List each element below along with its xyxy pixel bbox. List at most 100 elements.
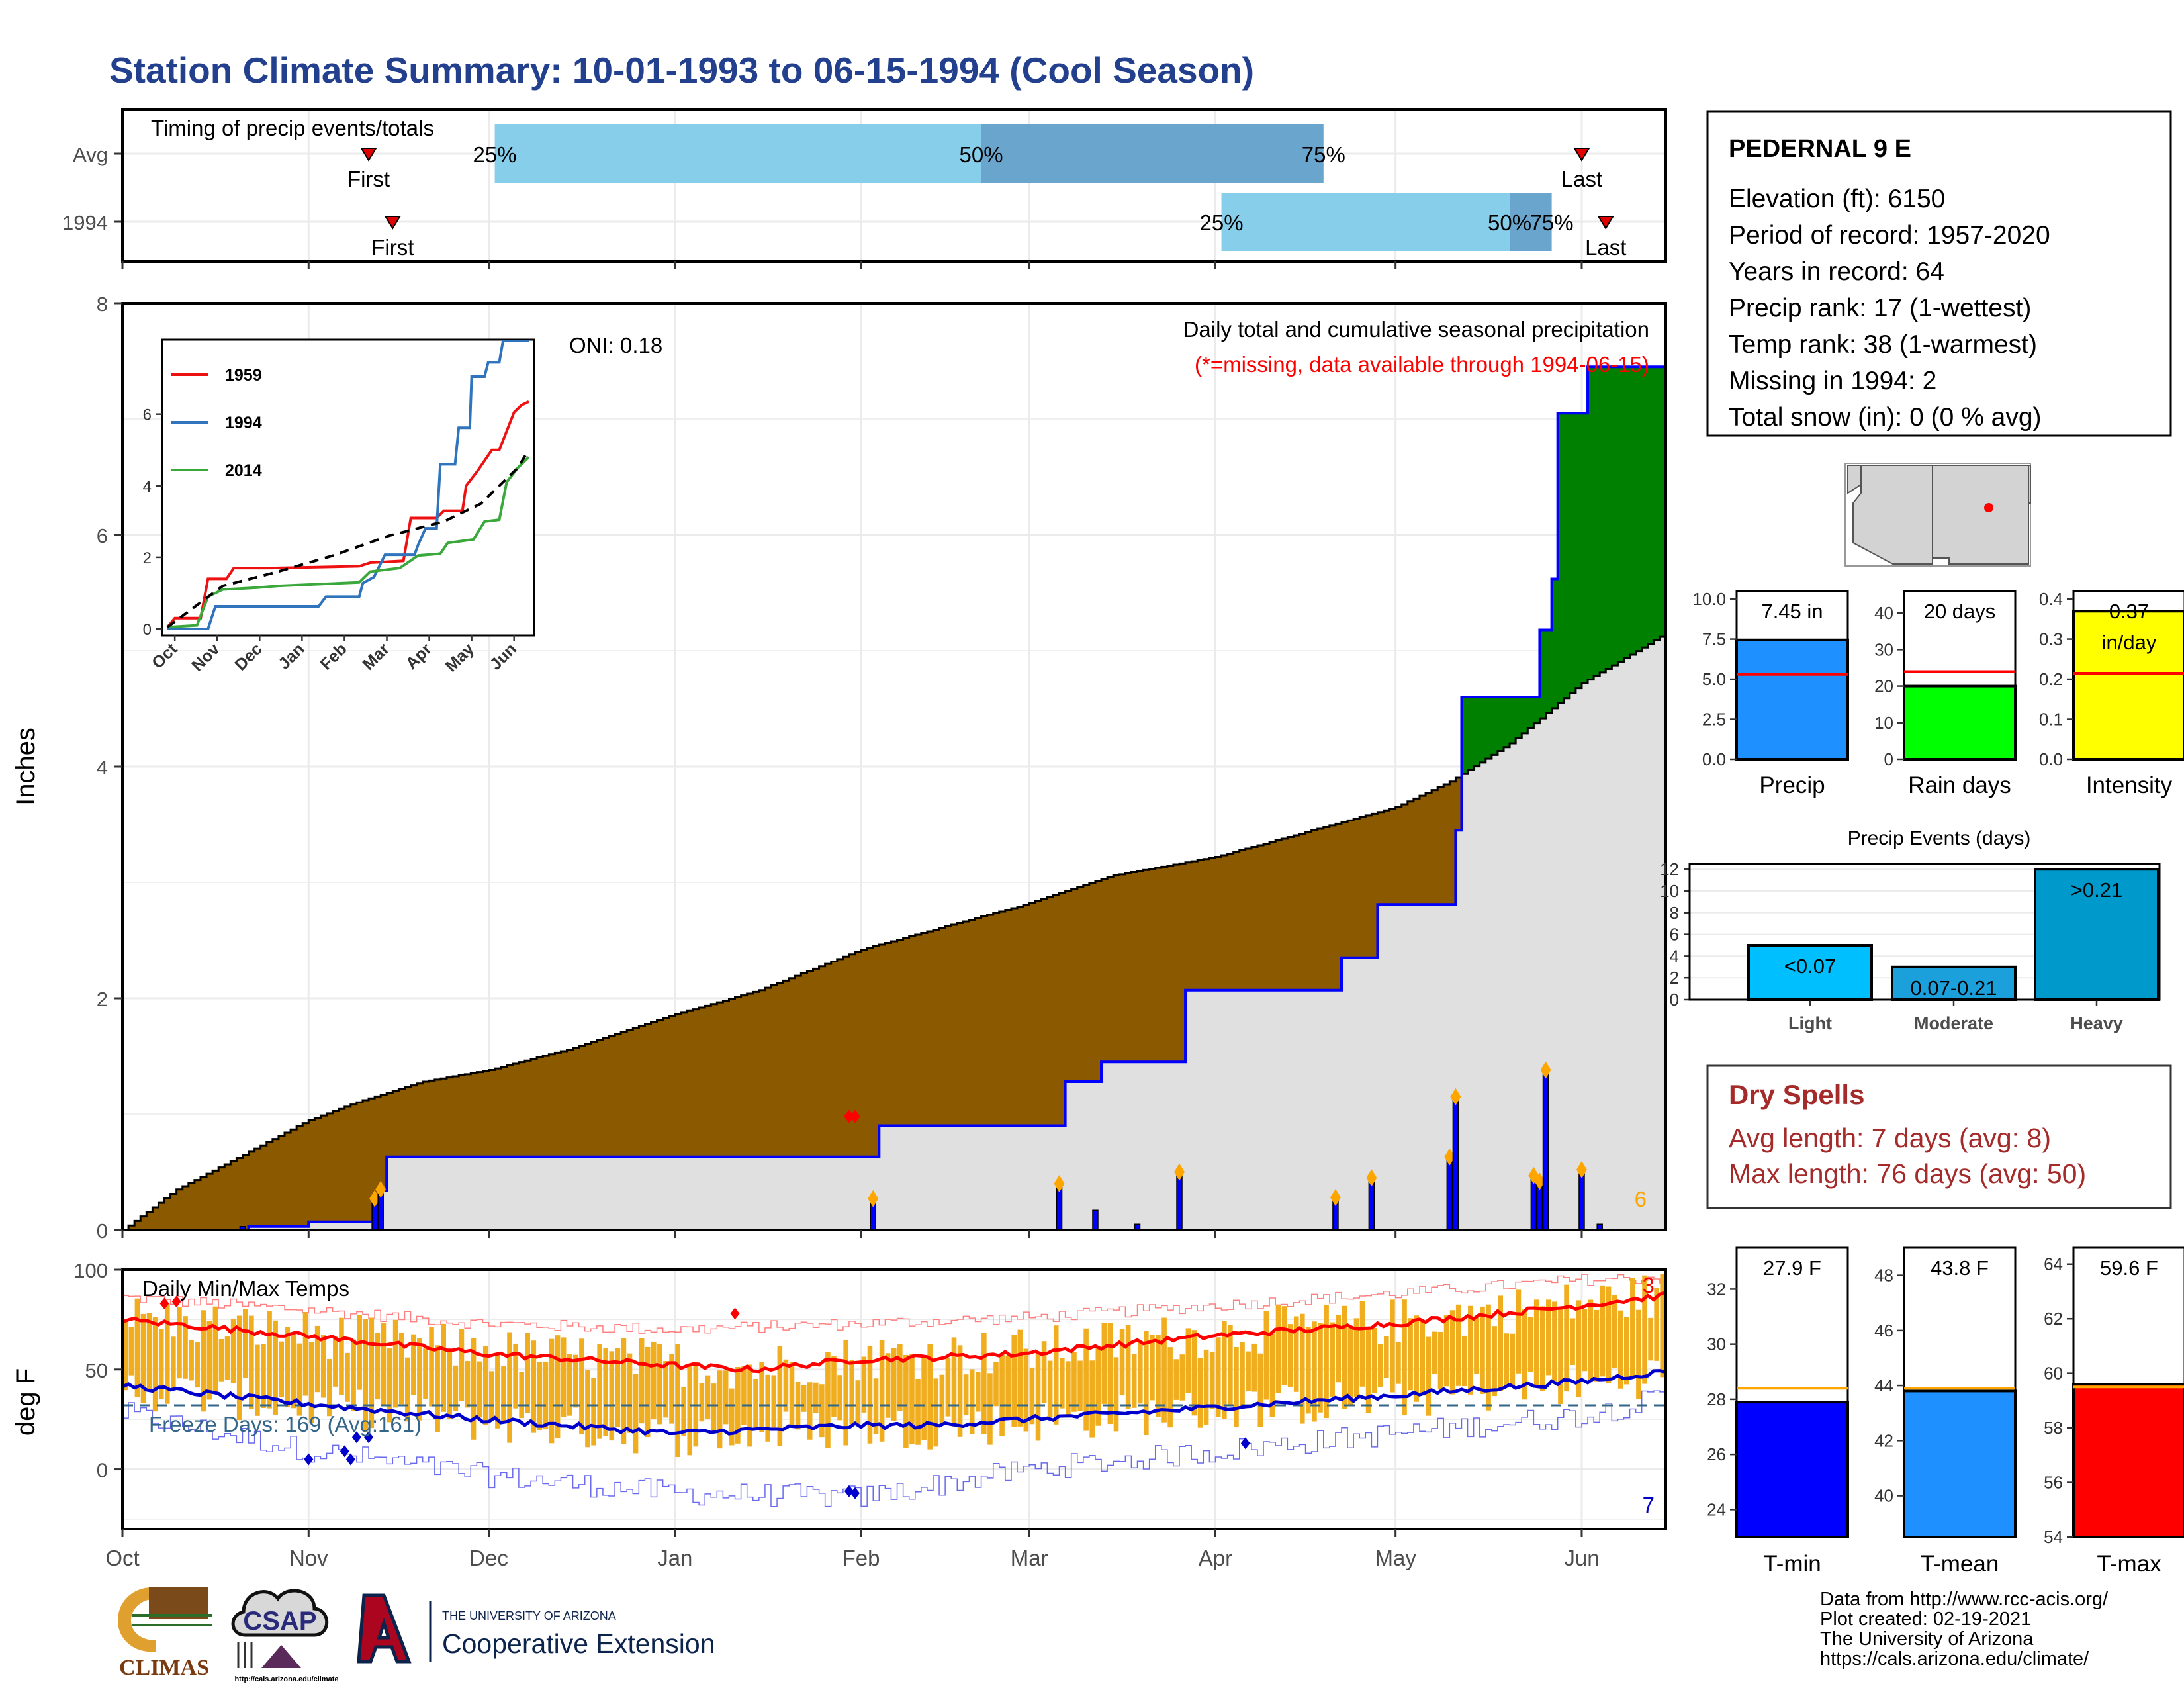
daily-temp-bar	[969, 1369, 975, 1434]
daily-temp-bar	[681, 1387, 686, 1436]
daily-temp-bar	[1510, 1333, 1516, 1387]
daily-temp-bar	[627, 1353, 633, 1433]
daily-temp-bar	[489, 1371, 494, 1421]
daily-temp-bar	[501, 1366, 506, 1422]
temps-y-tick-label: 0	[97, 1459, 108, 1482]
daily-temp-bar	[759, 1362, 764, 1433]
daily-temp-bar	[1222, 1321, 1227, 1419]
inset-y-tick-label: 0	[143, 621, 152, 639]
summary-bar-T-min	[1735, 1401, 1849, 1538]
daily-temp-bar	[165, 1304, 170, 1404]
summary-y-tick-label: 0.1	[2039, 710, 2063, 729]
daily-temp-bar	[1017, 1329, 1023, 1427]
daily-temp-bar	[867, 1346, 873, 1444]
freeze-days-label: Freeze Days: 169 (Avg:161)	[149, 1412, 422, 1436]
daily-temp-bar	[1582, 1309, 1588, 1372]
daily-temp-bar	[1552, 1301, 1557, 1383]
daily-temp-bar	[1648, 1317, 1653, 1361]
daily-temp-bar	[1588, 1299, 1594, 1380]
daily-temp-bar	[423, 1348, 428, 1399]
temps-x-tick-label: Jun	[1564, 1546, 1599, 1570]
daily-temp-bar	[615, 1348, 621, 1427]
daily-temp-bar	[879, 1340, 885, 1442]
precip-title: Daily total and cumulative seasonal prec…	[1183, 317, 1649, 342]
station-box	[1706, 110, 2172, 437]
location-map	[1844, 463, 2031, 567]
daily-temp-bar	[417, 1338, 422, 1421]
dry-spells-avg: Avg length: 7 days (avg: 8)	[1729, 1123, 2051, 1153]
summary-y-tick-label: 0.2	[2039, 669, 2063, 689]
station-info-line: Missing in 1994: 2	[1729, 367, 1936, 395]
daily-temp-bar	[1612, 1295, 1617, 1368]
summary-panel-label: Intensity	[2086, 773, 2173, 798]
daily-temp-bar	[555, 1335, 561, 1438]
daily-temp-bar	[453, 1365, 459, 1411]
daily-temp-bar	[813, 1382, 819, 1413]
inset-legend-label: 2014	[225, 461, 262, 480]
daily-temp-bar	[285, 1327, 291, 1408]
daily-temp-bar	[1089, 1360, 1095, 1438]
daily-temp-bar	[1630, 1278, 1635, 1378]
daily-precip-bar	[1452, 1096, 1459, 1231]
timing-bar-50-75	[1510, 193, 1552, 251]
daily-precip-diamond	[1054, 1175, 1065, 1192]
daily-temp-bar	[1546, 1299, 1551, 1376]
daily-temp-bar	[687, 1364, 693, 1456]
daily-precip-diamond	[1450, 1088, 1461, 1105]
daily-temp-bar	[1299, 1313, 1305, 1424]
summary-panel-label: T-max	[2097, 1551, 2161, 1577]
daily-temp-bar	[249, 1315, 254, 1409]
daily-temp-bar	[255, 1344, 260, 1416]
summary-panel-label: Precip	[1759, 773, 1825, 798]
summary-y-tick-label: 62	[2044, 1309, 2063, 1329]
daily-temp-bar	[1011, 1335, 1017, 1427]
daily-temp-bar	[561, 1337, 567, 1417]
daily-temp-bar	[1660, 1274, 1665, 1378]
summary-bar-T-mean	[1903, 1389, 2017, 1538]
events-x-tick-label: Heavy	[2070, 1013, 2123, 1033]
summary-y-tick-label: 0	[1884, 749, 1893, 769]
timing-label-last: Last	[1561, 167, 1602, 191]
daily-temp-bar	[1570, 1318, 1575, 1365]
timing-row-label: Avg	[73, 143, 108, 166]
daily-temp-bar	[741, 1366, 747, 1425]
daily-temp-bar	[1228, 1325, 1233, 1405]
daily-temp-bar	[621, 1338, 627, 1444]
daily-temp-bar	[1564, 1284, 1569, 1392]
daily-temp-bar	[1161, 1317, 1167, 1423]
daily-temp-bar	[1353, 1318, 1359, 1397]
summary-y-tick-label: 64	[2044, 1254, 2063, 1274]
daily-temp-bar	[327, 1359, 332, 1417]
events-bar-heavy	[2034, 868, 2160, 1001]
temps-x-tick-label: Jan	[657, 1546, 692, 1570]
climas-logo-text: CLIMAS	[119, 1656, 209, 1680]
daily-temp-bar	[1558, 1307, 1563, 1404]
daily-temp-bar	[1077, 1360, 1083, 1411]
daily-temp-bar	[363, 1319, 369, 1432]
daily-temp-bar	[903, 1354, 909, 1448]
daily-temp-bar	[1257, 1353, 1263, 1427]
events-y-tick-label: 0	[1670, 990, 1679, 1009]
daily-temp-bar	[1449, 1310, 1455, 1395]
map-state-arizona	[1852, 465, 1933, 565]
daily-temp-bar	[171, 1336, 176, 1390]
daily-temp-bar	[1066, 1361, 1071, 1415]
daily-precip-diamond	[1540, 1061, 1551, 1079]
daily-temp-bar	[645, 1346, 651, 1438]
summary-y-tick-label: 46	[1874, 1321, 1893, 1340]
temps-x-tick-label: Oct	[105, 1546, 139, 1570]
daily-temp-bar	[1408, 1318, 1413, 1391]
daily-temp-bar	[1251, 1343, 1257, 1392]
csap-logo-url: http://cals.arizona.edu/climate	[234, 1675, 338, 1683]
daily-temp-bar	[1179, 1354, 1185, 1401]
daily-precip-diamond	[1444, 1148, 1455, 1166]
daily-temp-bar	[1191, 1330, 1197, 1416]
daily-temp-bar	[837, 1375, 842, 1421]
temperature-summary-bars: 27.9 F 24 26 28 30 32 T-min 43.8 F 40 42 44 46 48 T-m…	[1707, 1246, 2184, 1577]
station-info-line: Temp rank: 38 (1-warmest)	[1729, 330, 2037, 359]
daily-temp-bar	[1095, 1346, 1101, 1426]
summary-value-text: 7.45 in	[1761, 600, 1823, 623]
daily-temp-bar	[939, 1374, 945, 1425]
